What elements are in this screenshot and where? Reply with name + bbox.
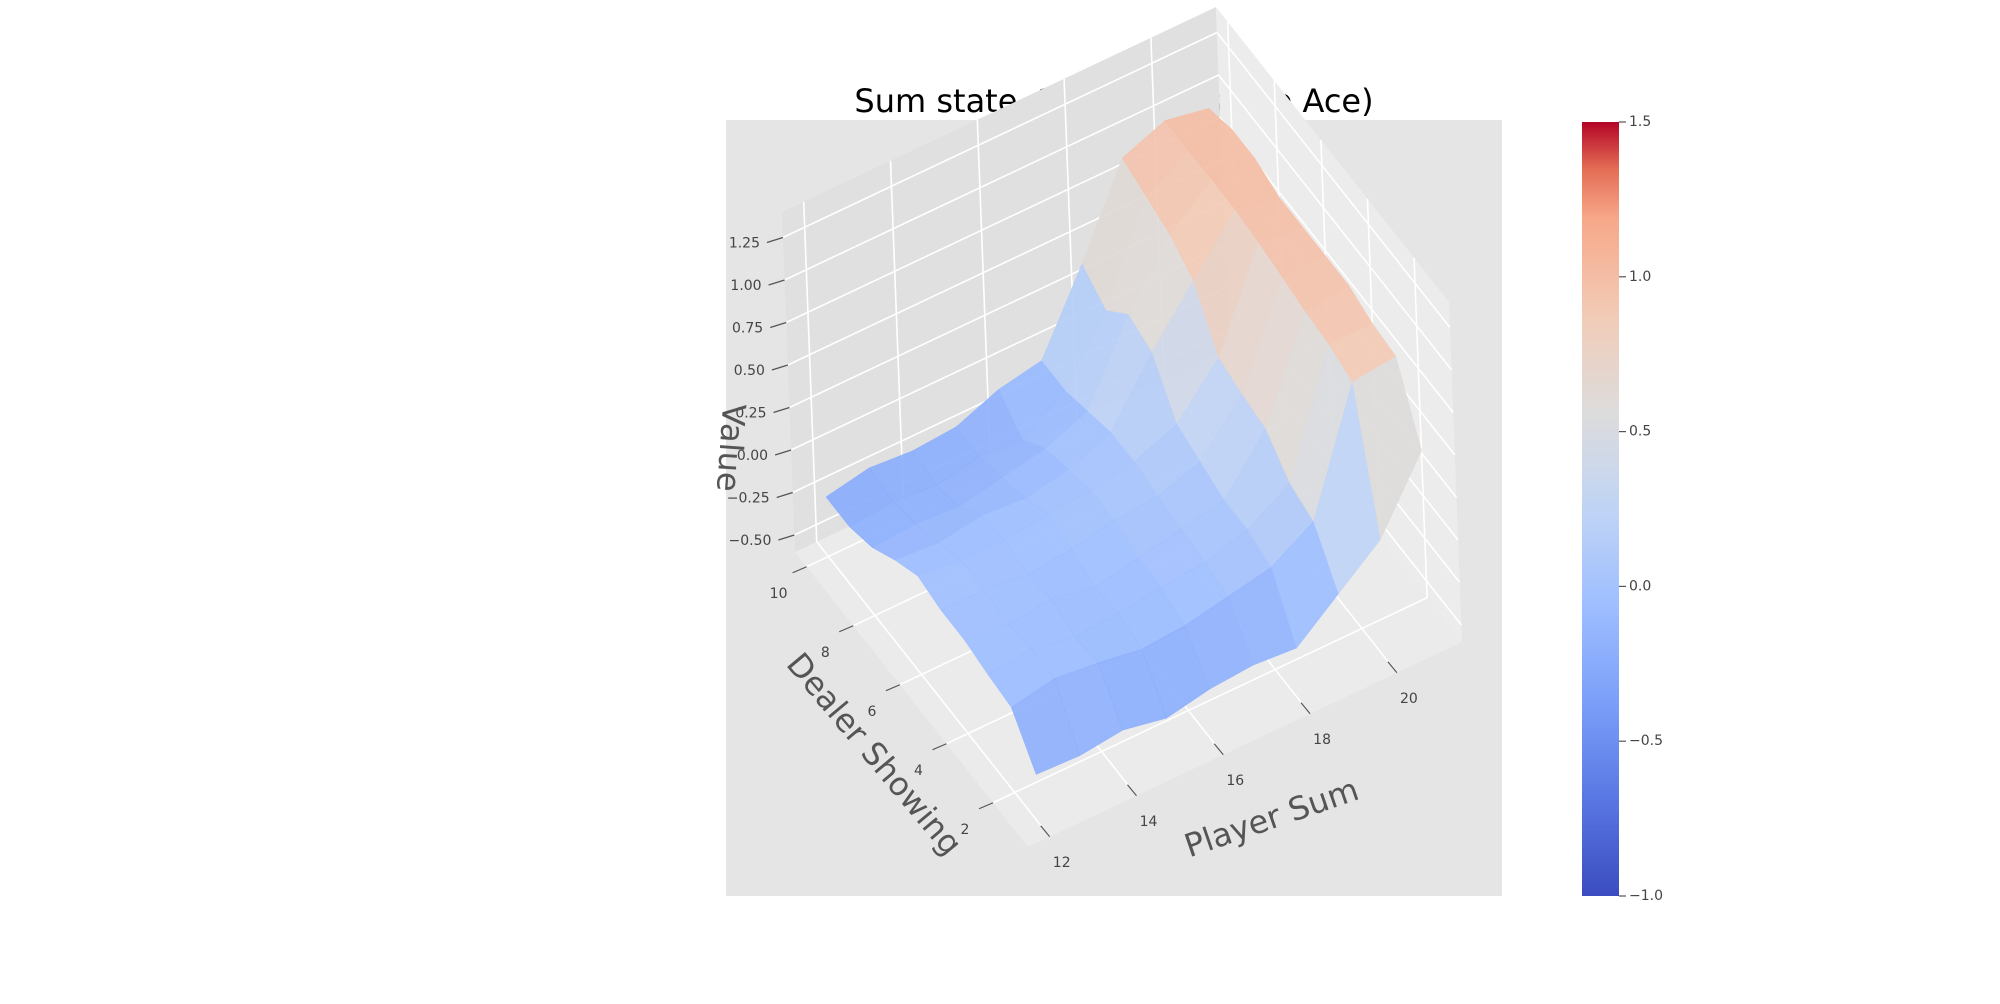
z-tick-label: 0.75 xyxy=(732,321,763,337)
colorbar-tick-label: −1.0 xyxy=(1629,888,1663,904)
gridline xyxy=(1217,74,1453,371)
colorbar-tick-label: −0.5 xyxy=(1629,733,1663,749)
x-tick-label: 12 xyxy=(1053,855,1071,871)
z-tick-label: 1.25 xyxy=(729,236,760,252)
tick-mark xyxy=(932,743,947,751)
value-surface xyxy=(825,108,1422,775)
tick-mark xyxy=(978,802,994,810)
y-tick-label: 2 xyxy=(961,822,970,838)
x-tick-label: 20 xyxy=(1400,691,1418,707)
colorbar-tick-label: 1.5 xyxy=(1629,114,1651,130)
colorbar-tick-label: 0.0 xyxy=(1629,578,1651,594)
gridline xyxy=(782,31,1218,239)
back-pane xyxy=(782,7,1229,552)
colorbar-tick-label: 1.0 xyxy=(1629,269,1651,285)
tick-mark xyxy=(885,684,901,692)
y-tick-label: 4 xyxy=(914,763,923,779)
colorbar-tick-label: 0.5 xyxy=(1629,424,1651,440)
z-axis-label: Value xyxy=(709,403,753,493)
z-tick-label: 0.00 xyxy=(737,448,768,464)
tick-mark xyxy=(1040,825,1051,838)
gridline xyxy=(889,160,905,501)
tick-mark xyxy=(1300,702,1311,715)
gridline xyxy=(802,201,818,542)
y-tick-label: 10 xyxy=(770,586,788,602)
tick-mark xyxy=(773,406,790,414)
z-tick-label: 0.25 xyxy=(735,406,766,422)
tick-mark xyxy=(774,449,792,456)
z-tick-label: 1.00 xyxy=(730,278,761,294)
tick-mark xyxy=(1387,661,1398,674)
colorbar-ticks: −1.0 −0.5 0.0 0.5 1.0 1.5 xyxy=(1619,114,1663,904)
tick-mark xyxy=(768,279,785,286)
tick-mark xyxy=(778,534,795,541)
x-tick-label: 18 xyxy=(1313,732,1331,748)
gridline xyxy=(784,74,1219,281)
gridline xyxy=(1216,32,1451,328)
gridline xyxy=(992,597,1428,804)
surface-patch xyxy=(1352,355,1422,540)
tick-mark xyxy=(839,625,854,633)
x-tick-label: 14 xyxy=(1140,814,1158,830)
z-tick-label: −0.50 xyxy=(728,533,771,549)
z-tick-label: 0.50 xyxy=(734,363,765,379)
tick-mark xyxy=(771,364,789,371)
tick-mark xyxy=(766,236,784,244)
y-tick-label: 8 xyxy=(821,645,830,661)
colorbar xyxy=(1582,122,1619,896)
tick-mark xyxy=(1213,743,1224,756)
x-tick-label: 16 xyxy=(1226,773,1244,789)
tick-mark xyxy=(770,321,787,329)
tick-mark xyxy=(776,491,793,499)
z-tick-label: −0.25 xyxy=(727,491,770,507)
tick-mark xyxy=(792,566,807,574)
tick-mark xyxy=(1127,784,1137,797)
gridline xyxy=(816,541,1051,838)
y-tick-label: 6 xyxy=(867,704,876,720)
gridline xyxy=(1413,257,1428,598)
axis-ticks: 12 14 16 18 20 2 4 6 8 10 −0.50 −0.25 0.00 0.25 0.50 0.… xyxy=(727,236,1418,871)
